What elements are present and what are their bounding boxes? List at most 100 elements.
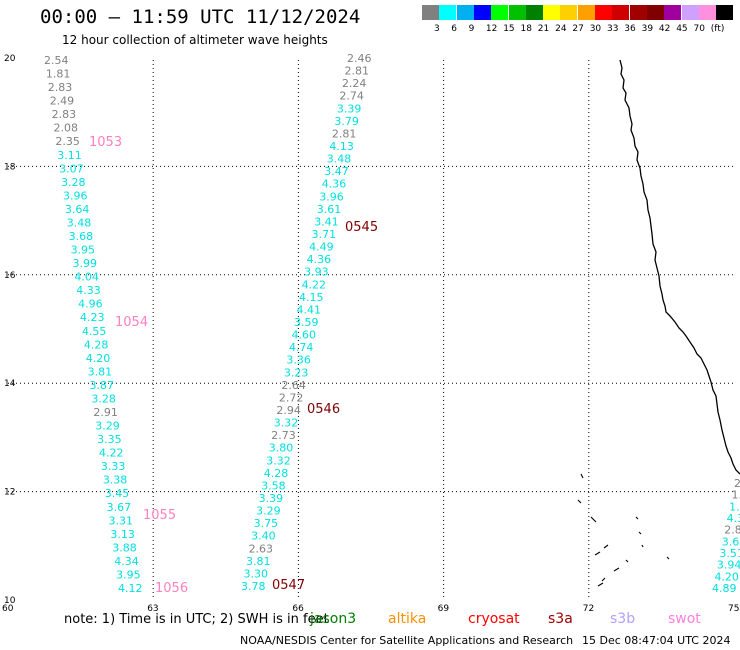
- swh-value: 4.28: [84, 338, 109, 351]
- track-time-labels: 1053 1054 1055 1056 0545 0546 0547: [89, 135, 378, 596]
- swh-value: 3.28: [91, 392, 116, 405]
- swh-value: 3.96: [319, 190, 344, 203]
- swh-value: 3.32: [266, 454, 291, 467]
- swh-value: 3.31: [109, 514, 134, 527]
- swh-value: 1.: [732, 489, 740, 502]
- swh-value: 3.79: [334, 115, 359, 128]
- legend-label: 36: [624, 24, 636, 34]
- swh-value: 4.36: [322, 178, 347, 191]
- swh-value: 3.28: [61, 176, 85, 189]
- swh-value: 2.81: [344, 65, 369, 78]
- swh-value: 3.47: [324, 165, 349, 178]
- swh-value: 3.99: [72, 257, 97, 270]
- swh-value: 3.41: [314, 215, 339, 228]
- swh-value: 3.32: [274, 417, 299, 430]
- legend-swatch: [491, 5, 509, 20]
- x-tick-label: 66: [292, 604, 304, 614]
- legend-swatch: [508, 5, 526, 20]
- legend-swatch: [543, 5, 561, 20]
- map-title: 00:00 – 11:59 UTC 11/12/2024: [40, 6, 361, 28]
- legend-label: 70: [693, 24, 705, 34]
- swh-value: 3.33: [101, 460, 126, 473]
- legend-swatch: [439, 5, 457, 20]
- swh-value: 3.29: [95, 420, 120, 433]
- legend-swatch: [629, 5, 647, 20]
- swh-value: 2.8: [724, 524, 740, 537]
- legend-swatch: [681, 5, 699, 20]
- legend-label: 9: [468, 24, 475, 34]
- legend-label: 12: [485, 24, 498, 34]
- swh-value: 3.39: [259, 492, 284, 505]
- legend-swatch: [698, 5, 716, 20]
- legend-label: 33: [607, 24, 619, 34]
- satellite-jason3: jason3: [310, 611, 357, 627]
- track-time-label: 1053: [89, 135, 122, 150]
- y-tick-label: 20: [4, 54, 16, 64]
- swh-value: 2.49: [50, 95, 75, 108]
- swh-value: 3.07: [59, 162, 84, 175]
- swh-value: 3.30: [244, 567, 269, 580]
- swh-value: 4.20: [714, 570, 739, 583]
- swh-value: 2.24: [342, 77, 367, 90]
- swh-value: 3.23: [284, 366, 309, 379]
- coastline: [619, 59, 740, 475]
- swh-value: 4.49: [309, 241, 334, 254]
- legend-label: 15: [503, 24, 515, 34]
- swh-value: 3.48: [327, 153, 352, 166]
- swh-value: 3.80: [269, 442, 294, 455]
- x-tick-label: 69: [438, 604, 450, 614]
- swh-value: 3.68: [722, 535, 740, 548]
- legend-swatch: [525, 5, 543, 20]
- legend-swatch: [664, 5, 682, 20]
- x-tick-label: 60: [2, 604, 14, 614]
- track-time-label: 0547: [272, 578, 305, 593]
- track-time-label: 1056: [155, 581, 188, 596]
- swh-value: 3.29: [256, 505, 281, 518]
- swh-value: 4.55: [82, 325, 107, 338]
- swh-value: 4.23: [80, 311, 105, 324]
- legend-swatch: [646, 5, 664, 20]
- legend-swatch: [716, 5, 734, 20]
- swh-value: 4.13: [329, 140, 354, 153]
- legend-unit: (ft): [710, 24, 725, 34]
- swh-value: 3.51: [719, 547, 740, 560]
- swh-value: 4.28: [264, 467, 289, 480]
- credit-text: NOAA/NESDIS Center for Satellite Applica…: [240, 634, 574, 647]
- swh-value: 3.81: [88, 365, 113, 378]
- swh-value: 3.88: [112, 541, 137, 554]
- swh-value: 2.54: [44, 54, 69, 67]
- swh-value: 4.60: [291, 329, 316, 342]
- swh-value: 3.36: [286, 354, 311, 367]
- swh-value: 3.95: [71, 244, 96, 257]
- swh-value: 3.39: [337, 102, 362, 115]
- swh-value: 4.34: [114, 555, 139, 568]
- swh-value: 2.08: [53, 122, 78, 135]
- swh-value: 3.75: [254, 517, 279, 530]
- swh-value: 2.83: [48, 81, 73, 94]
- legend-swatch: [456, 5, 474, 20]
- swh-value: 2.91: [93, 406, 118, 419]
- swh-value: 2.63: [249, 542, 273, 555]
- legend-swatch: [595, 5, 612, 20]
- legend-swatch: [422, 5, 439, 20]
- swh-value: 3.59: [294, 316, 319, 329]
- map-subtitle: 12 hour collection of altimeter wave hei…: [62, 33, 328, 47]
- x-tick-label: 63: [147, 604, 158, 614]
- legend-swatch: [612, 5, 630, 20]
- satellite-cryosat: cryosat: [468, 611, 520, 627]
- x-tick-label: 75: [728, 604, 739, 614]
- swh-value: 4.04: [74, 271, 99, 284]
- legend-swatch: [560, 5, 578, 20]
- swh-value: 4.20: [86, 352, 111, 365]
- swh-value: 2.74: [339, 90, 364, 103]
- swh-value: 4.3: [727, 512, 740, 525]
- swh-value: 3.40: [251, 530, 276, 543]
- swh-value: 2.64: [281, 379, 306, 392]
- swh-value: 3.68: [69, 230, 94, 243]
- swh-value: 4.33: [76, 284, 101, 297]
- coastline-islands: [577, 473, 670, 587]
- swh-value: 4.74: [289, 341, 314, 354]
- track-time-label: 1055: [143, 508, 176, 523]
- x-tick-label: 72: [583, 604, 594, 614]
